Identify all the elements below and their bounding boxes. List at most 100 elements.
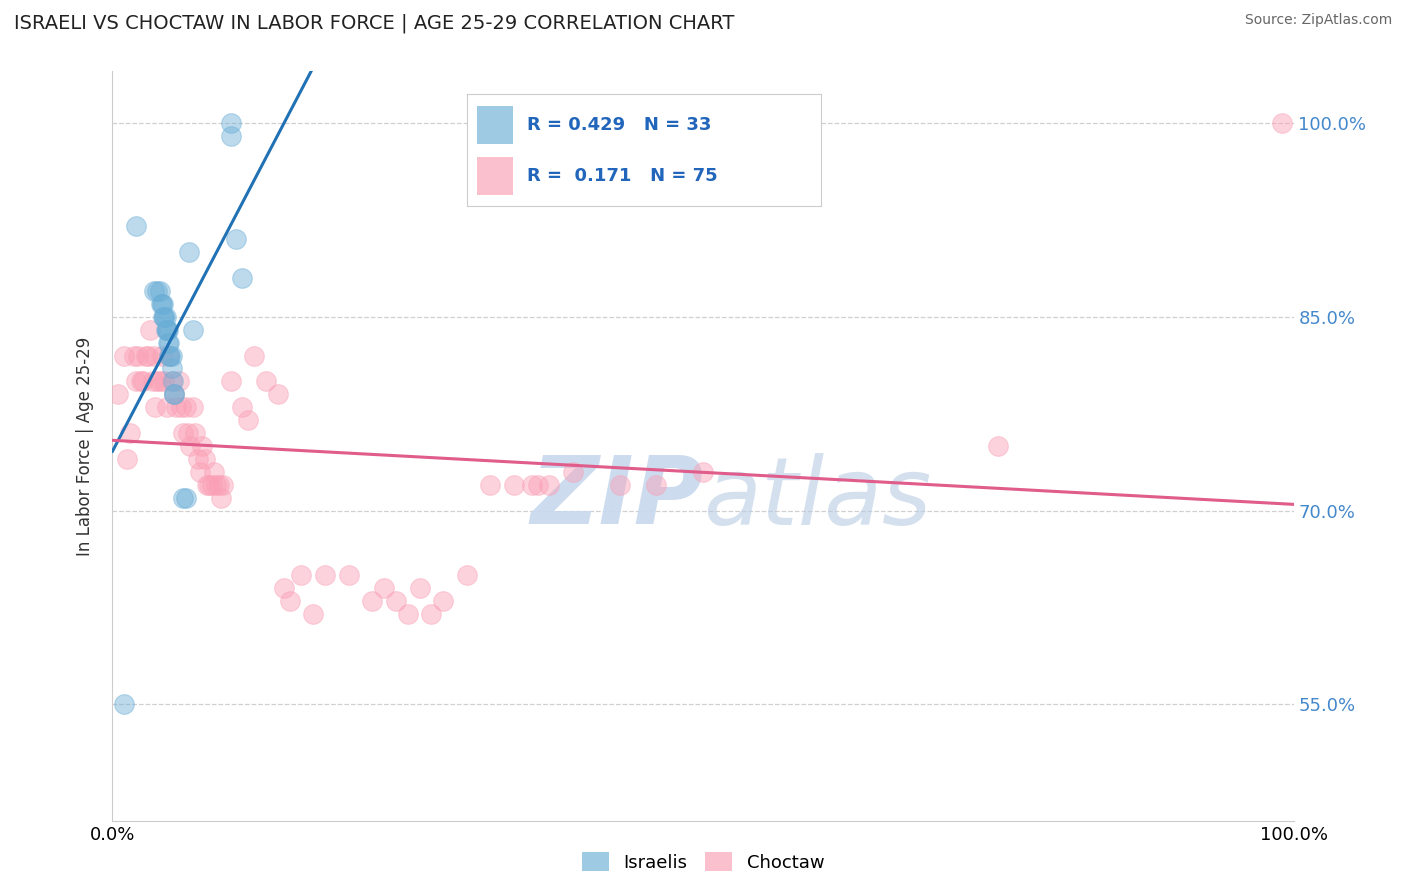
Point [181, 323, 204, 337]
Point [278, 594, 301, 608]
Point [337, 568, 360, 582]
Point [132, 375, 155, 389]
Point [273, 581, 295, 595]
Point [125, 219, 148, 234]
Point [159, 349, 181, 363]
Point [149, 375, 172, 389]
Point [205, 477, 228, 491]
Point [155, 323, 177, 337]
Point [136, 349, 159, 363]
Point [139, 323, 162, 337]
Point [609, 477, 631, 491]
Point [163, 387, 186, 401]
Point [503, 477, 526, 491]
Point [538, 477, 561, 491]
Point [186, 451, 208, 466]
Point [432, 594, 454, 608]
Point [194, 451, 217, 466]
Point [201, 477, 224, 491]
Point [179, 439, 201, 453]
Point [156, 323, 179, 337]
Point [156, 323, 179, 337]
Text: atlas: atlas [703, 453, 931, 544]
Point [153, 310, 176, 324]
Point [987, 439, 1010, 453]
Point [120, 426, 142, 441]
Point [135, 349, 157, 363]
Point [112, 698, 135, 712]
Point [243, 349, 266, 363]
Point [156, 401, 179, 415]
Point [219, 128, 242, 143]
Point [160, 361, 183, 376]
Point [188, 465, 211, 479]
Point [208, 477, 231, 491]
Point [146, 284, 169, 298]
Point [526, 477, 548, 491]
Point [198, 477, 221, 491]
Point [142, 375, 165, 389]
Point [174, 401, 197, 415]
Point [142, 349, 165, 363]
Point [1271, 116, 1294, 130]
Point [165, 401, 187, 415]
Point [163, 387, 186, 401]
Point [172, 426, 194, 441]
Point [149, 297, 172, 311]
Point [167, 375, 190, 389]
Point [290, 568, 312, 582]
Point [115, 451, 138, 466]
Point [212, 477, 235, 491]
Point [157, 335, 180, 350]
Point [157, 349, 180, 363]
Point [156, 335, 179, 350]
Point [153, 310, 176, 324]
Point [385, 594, 408, 608]
Point [408, 581, 430, 595]
Point [181, 401, 204, 415]
Point [191, 439, 214, 453]
Point [209, 491, 232, 505]
Point [238, 413, 260, 427]
Point [172, 491, 194, 505]
Point [149, 284, 172, 298]
Point [153, 375, 176, 389]
Point [150, 297, 173, 311]
Point [219, 375, 242, 389]
Point [373, 581, 395, 595]
Point [456, 568, 478, 582]
Point [174, 491, 197, 505]
Legend: Israelis, Choctaw: Israelis, Choctaw [575, 846, 831, 879]
Point [562, 465, 585, 479]
Point [184, 426, 207, 441]
Point [129, 375, 152, 389]
Point [155, 310, 177, 324]
Text: ZIP: ZIP [530, 452, 703, 544]
Point [142, 284, 165, 298]
Point [125, 375, 148, 389]
Point [112, 349, 135, 363]
Point [177, 426, 200, 441]
Point [267, 387, 290, 401]
Point [179, 245, 201, 260]
Point [156, 323, 179, 337]
Point [254, 375, 277, 389]
Point [396, 607, 419, 621]
Point [152, 297, 174, 311]
Text: Source: ZipAtlas.com: Source: ZipAtlas.com [1244, 13, 1392, 28]
Point [420, 607, 443, 621]
Point [157, 349, 180, 363]
Point [302, 607, 325, 621]
Point [479, 477, 502, 491]
Point [225, 232, 247, 246]
Point [520, 477, 543, 491]
Point [160, 349, 183, 363]
Point [314, 568, 336, 582]
Point [143, 401, 166, 415]
Point [122, 349, 145, 363]
Point [195, 477, 218, 491]
Point [160, 375, 183, 389]
Point [127, 349, 149, 363]
Point [107, 387, 129, 401]
Point [219, 116, 242, 130]
